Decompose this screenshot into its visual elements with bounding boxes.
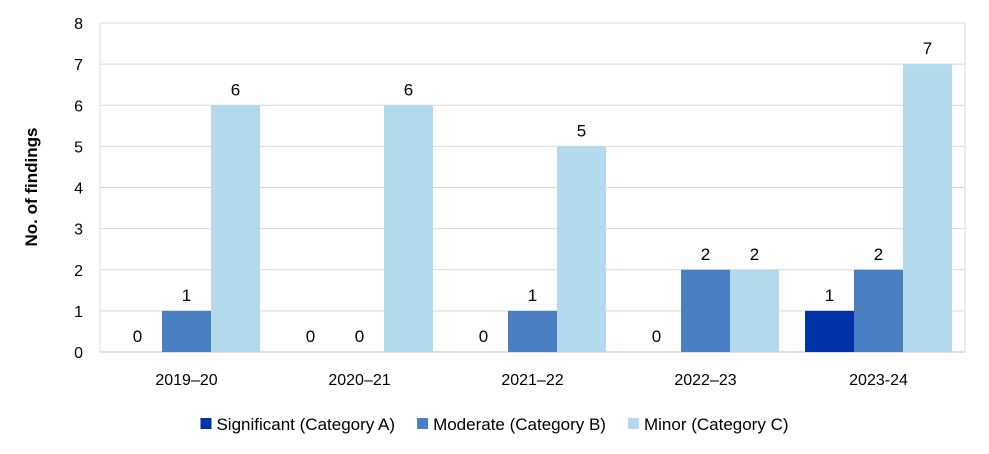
legend-item: Moderate (Category B) (417, 415, 606, 434)
y-axis-ticks: 0 1 2 3 4 5 6 7 8 (74, 16, 83, 362)
bar (508, 310, 557, 352)
legend-label: Minor (Category C) (644, 415, 789, 434)
bar (805, 310, 854, 352)
bar (557, 146, 606, 352)
y-tick-label: 5 (74, 139, 83, 156)
x-tick-label: 2023-24 (849, 372, 908, 389)
data-label: 6 (231, 80, 240, 99)
legend-swatch (417, 418, 429, 429)
data-label: 2 (874, 245, 883, 264)
y-tick-label: 6 (74, 98, 83, 115)
data-label: 0 (355, 327, 364, 346)
data-label: 2 (750, 245, 759, 264)
data-label: 1 (825, 286, 834, 305)
bars (162, 64, 952, 352)
legend-item: Minor (Category C) (627, 415, 789, 434)
x-tick-label: 2019–20 (155, 372, 217, 389)
bar (854, 269, 903, 352)
y-tick-label: 0 (74, 345, 83, 362)
bar (903, 64, 952, 352)
x-axis-ticks: 2019–20 2020–21 2021–22 2022–23 2023-24 (155, 372, 908, 389)
y-tick-label: 8 (74, 16, 83, 33)
data-label: 0 (306, 327, 315, 346)
y-axis-title: No. of findings (22, 128, 41, 247)
bar (384, 105, 433, 352)
bar (211, 105, 260, 352)
y-tick-label: 4 (74, 181, 83, 198)
y-tick-label: 2 (74, 263, 83, 280)
data-label: 5 (577, 121, 586, 140)
data-label: 0 (479, 327, 488, 346)
legend-item: Significant (Category A) (200, 415, 395, 434)
legend: Significant (Category A) Moderate (Catego… (200, 415, 789, 434)
data-label: 1 (182, 286, 191, 305)
data-label: 0 (652, 327, 661, 346)
data-label: 0 (133, 327, 142, 346)
legend-label: Significant (Category A) (216, 415, 395, 434)
x-tick-label: 2020–21 (328, 372, 390, 389)
data-label: 2 (701, 245, 710, 264)
bar (730, 269, 779, 352)
y-tick-label: 1 (74, 304, 83, 321)
legend-swatch (627, 418, 639, 429)
data-label: 7 (923, 39, 932, 58)
legend-label: Moderate (Category B) (433, 415, 606, 434)
data-label: 6 (404, 80, 413, 99)
bar (681, 269, 730, 352)
y-tick-label: 3 (74, 222, 83, 239)
legend-swatch (200, 418, 212, 429)
x-tick-label: 2021–22 (501, 372, 563, 389)
data-label: 1 (528, 286, 537, 305)
x-tick-label: 2022–23 (674, 372, 736, 389)
y-tick-label: 7 (74, 57, 83, 74)
bar (162, 310, 211, 352)
data-labels: 0 1 6 0 0 6 0 1 5 0 2 2 1 2 7 (133, 39, 932, 346)
